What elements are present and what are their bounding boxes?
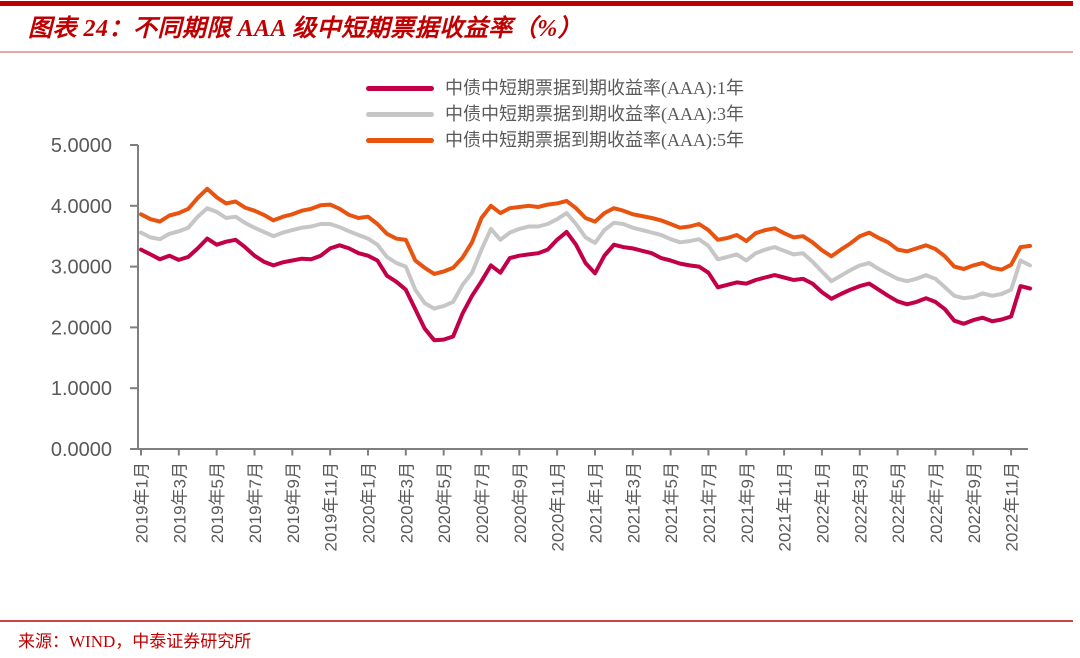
x-tick-label: 2022年9月	[965, 462, 984, 543]
source-note: 来源：WIND，中泰证券研究所	[18, 632, 252, 651]
x-tick-label: 2020年5月	[435, 462, 454, 543]
x-tick-label: 2022年7月	[927, 462, 946, 543]
y-tick-label: 5.0000	[51, 135, 112, 157]
series-line-5y	[139, 186, 1032, 276]
y-tick-label: 2.0000	[51, 317, 112, 339]
x-tick-label: 2019年9月	[284, 462, 303, 543]
series-line-1y	[139, 229, 1032, 343]
x-tick-label: 2019年7月	[246, 462, 265, 543]
legend-swatch-1y	[366, 85, 434, 91]
x-tick-label: 2020年7月	[473, 462, 492, 543]
figure-title: 图表 24：不同期限 AAA 级中短期票据收益率（%）	[28, 16, 583, 42]
x-tick-label: 2021年7月	[700, 462, 719, 543]
y-tick-label: 3.0000	[51, 257, 112, 279]
x-tick-label: 2021年1月	[586, 462, 605, 543]
y-tick-label: 0.0000	[51, 439, 112, 461]
legend-item-5y: 中债中短期票据到期收益率(AAA):5年	[366, 127, 744, 153]
legend-label-5y: 中债中短期票据到期收益率(AAA):5年	[445, 130, 744, 150]
x-tick-label: 2022年11月	[1003, 462, 1022, 551]
x-tick-label: 2021年11月	[776, 462, 795, 551]
y-tick-label: 4.0000	[51, 196, 112, 218]
legend-label-3y: 中债中短期票据到期收益率(AAA):3年	[445, 104, 744, 124]
x-tick-label: 2019年3月	[170, 462, 189, 543]
x-tick-label: 2021年3月	[624, 462, 643, 543]
x-tick-label: 2020年3月	[397, 462, 416, 543]
chart-legend: 中债中短期票据到期收益率(AAA):1年 中债中短期票据到期收益率(AAA):3年…	[366, 75, 744, 153]
x-tick-label: 2020年9月	[511, 462, 530, 543]
y-tick-label: 1.0000	[51, 378, 112, 400]
x-tick-label: 2022年1月	[813, 462, 832, 543]
x-tick-label: 2019年1月	[133, 462, 152, 543]
footer-rule	[0, 620, 1073, 622]
series-line-3y	[139, 206, 1032, 311]
x-tick-label: 2022年3月	[851, 462, 870, 543]
legend-swatch-5y	[366, 137, 434, 143]
x-tick-label: 2019年11月	[322, 462, 341, 551]
legend-swatch-3y	[366, 111, 434, 117]
x-tick-label: 2021年5月	[662, 462, 681, 543]
x-tick-label: 2021年9月	[738, 462, 757, 543]
legend-item-3y: 中债中短期票据到期收益率(AAA):3年	[366, 101, 744, 127]
x-tick-label: 2019年5月	[208, 462, 227, 543]
top-rule	[0, 1, 1073, 6]
title-underline	[0, 51, 1073, 53]
x-tick-label: 2020年11月	[549, 462, 568, 551]
x-tick-label: 2022年5月	[889, 462, 908, 543]
legend-label-1y: 中债中短期票据到期收益率(AAA):1年	[445, 78, 744, 98]
x-tick-label: 2020年1月	[359, 462, 378, 543]
legend-item-1y: 中债中短期票据到期收益率(AAA):1年	[366, 75, 744, 101]
